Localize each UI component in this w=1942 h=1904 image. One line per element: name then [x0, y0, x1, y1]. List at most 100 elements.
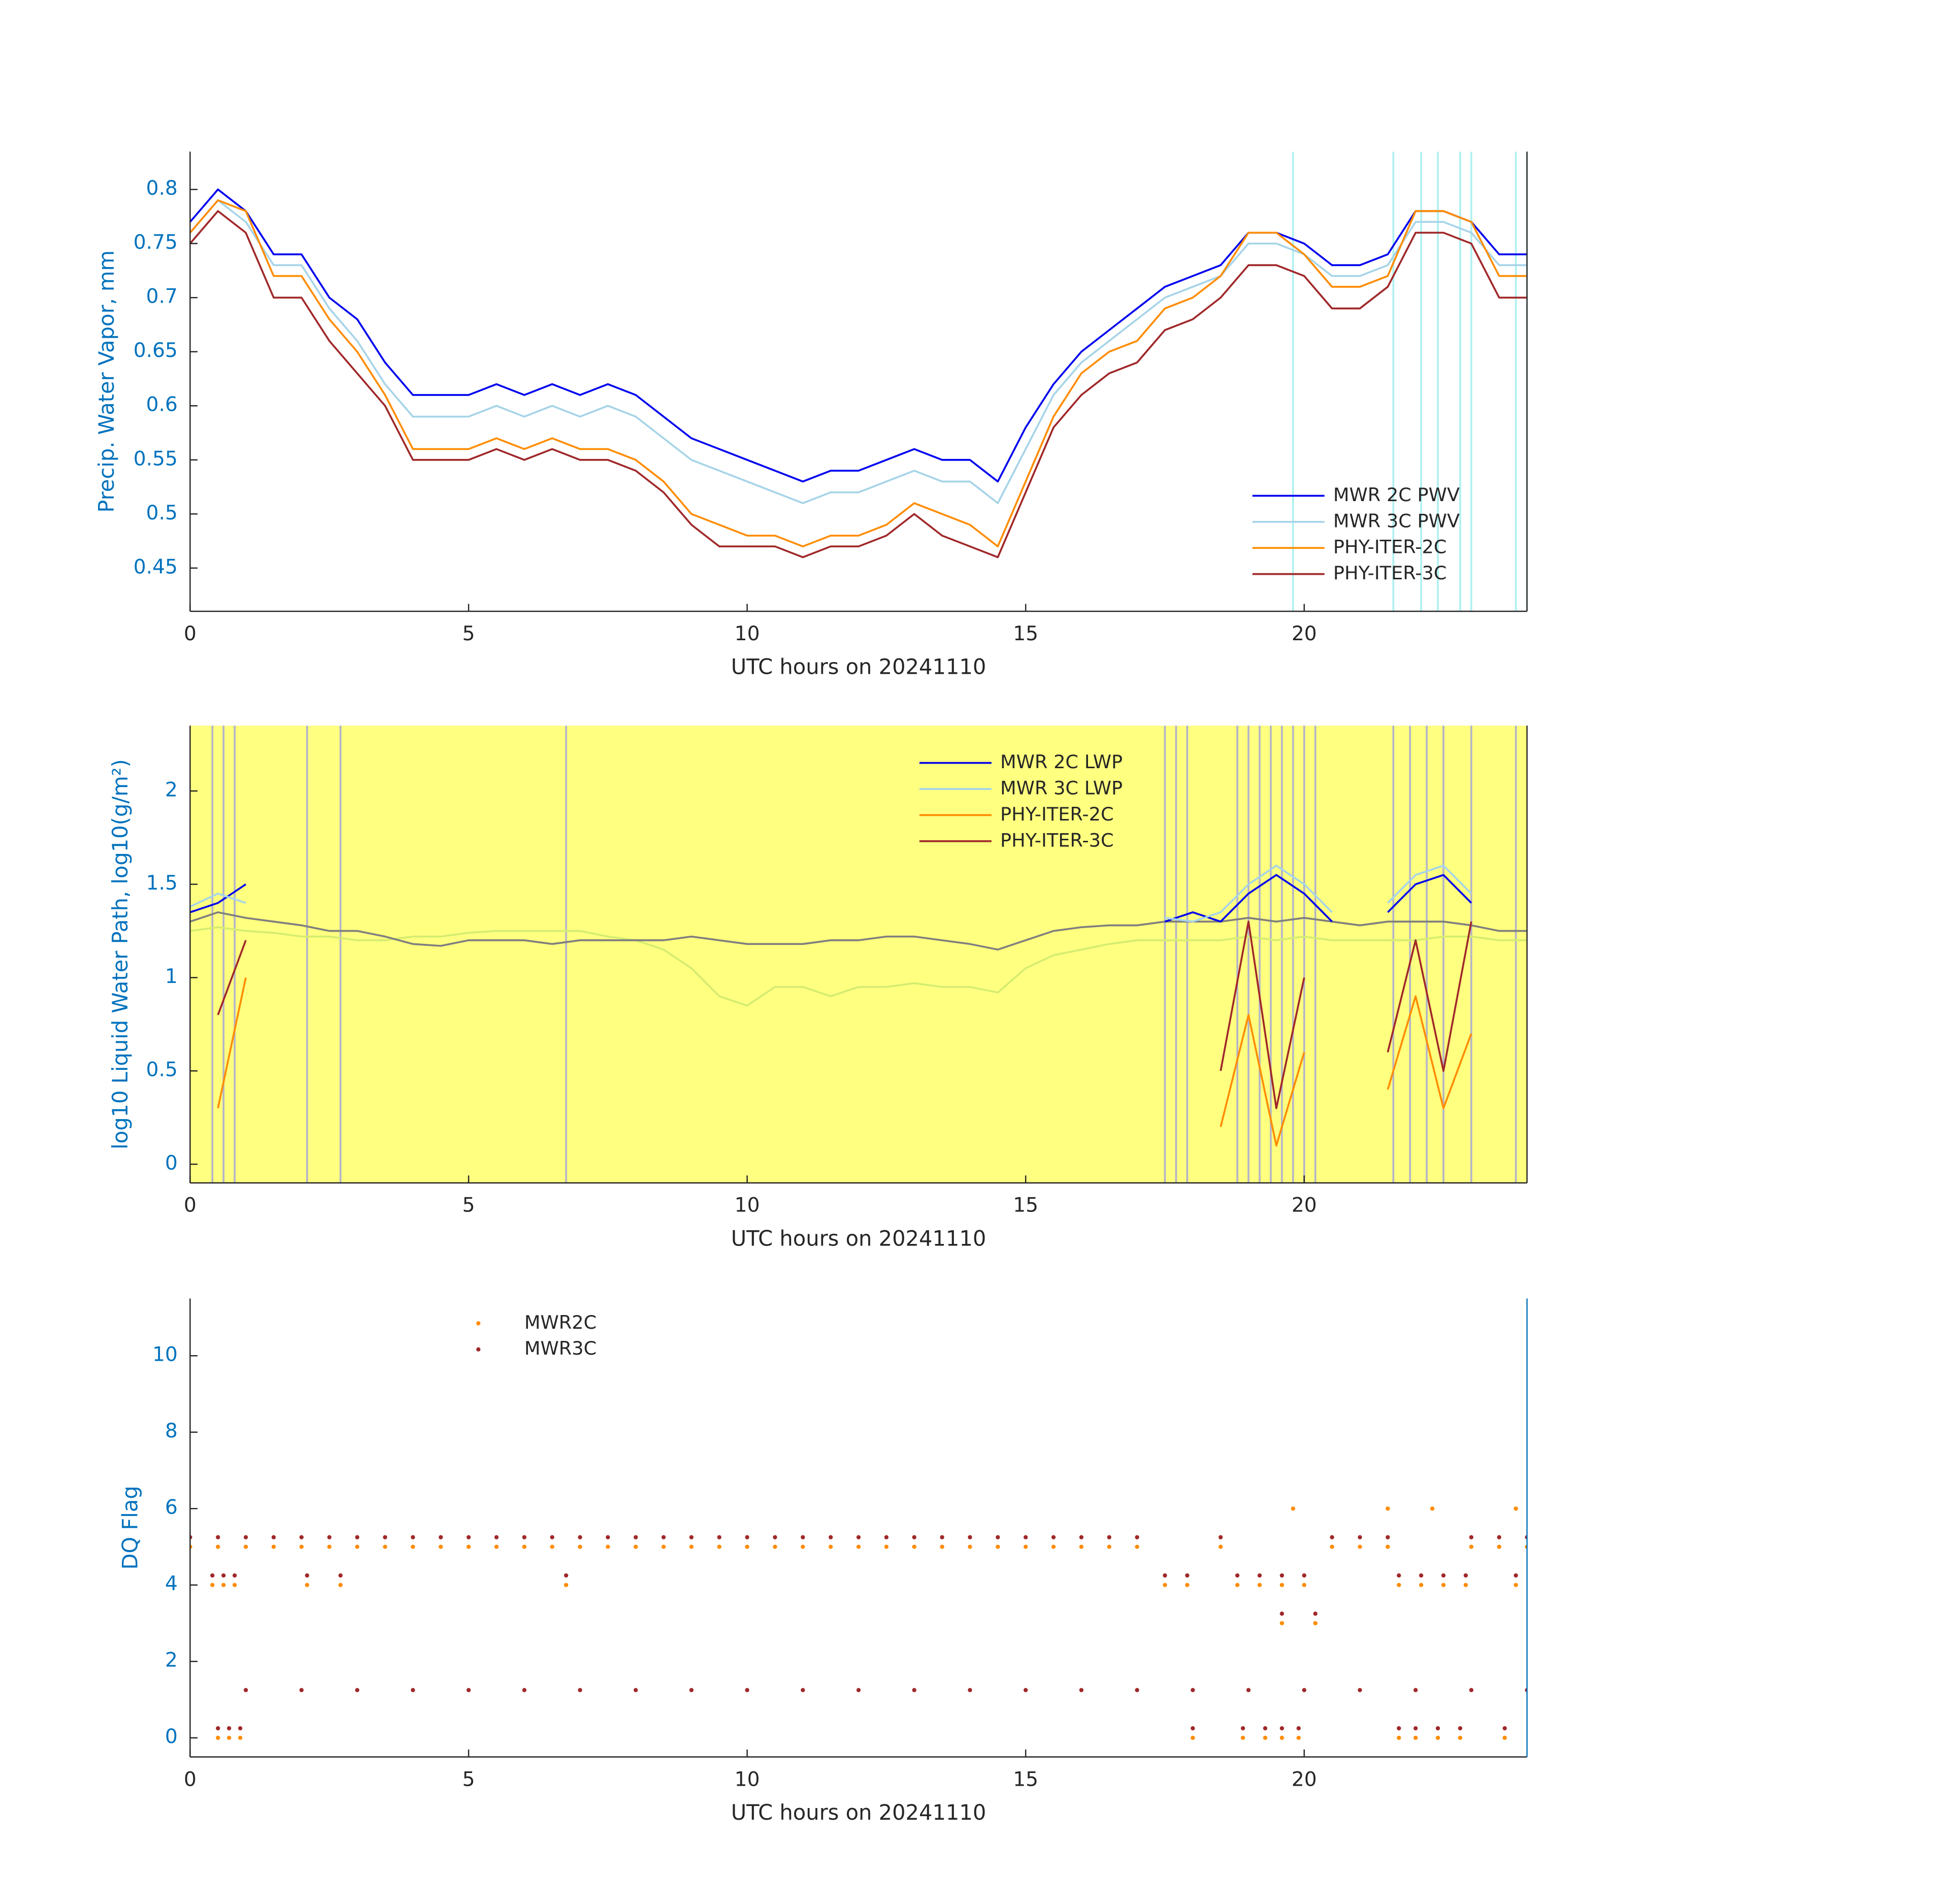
- point: [243, 1545, 248, 1549]
- y-tick-label: 0.75: [134, 231, 178, 254]
- point: [1079, 1535, 1084, 1539]
- x-axis-label: UTC hours on 20241110: [731, 654, 986, 679]
- point: [1279, 1726, 1285, 1731]
- y-tick-label: 0.45: [134, 555, 178, 578]
- line: [217, 977, 1472, 1147]
- point: [578, 1535, 582, 1539]
- point: [606, 1535, 610, 1539]
- point: [912, 1545, 916, 1549]
- point: [1163, 1583, 1167, 1587]
- plot-area: [190, 726, 1527, 1183]
- point: [522, 1545, 526, 1549]
- y-axis-label: DQ Flag: [117, 1486, 142, 1569]
- point: [856, 1545, 861, 1549]
- point: [299, 1545, 304, 1549]
- point: [305, 1583, 309, 1587]
- legend-label: MWR 3C PWV: [1333, 510, 1460, 532]
- point: [1358, 1545, 1362, 1549]
- x-tick-label: 15: [1013, 622, 1038, 645]
- point: [661, 1535, 666, 1539]
- point: [1513, 1506, 1518, 1511]
- point: [383, 1545, 387, 1549]
- point: [210, 1573, 215, 1578]
- point: [633, 1688, 638, 1692]
- point: [884, 1545, 889, 1549]
- point: [1313, 1612, 1318, 1616]
- legend-marker: [476, 1347, 481, 1352]
- point: [1024, 1688, 1028, 1692]
- point: [1313, 1621, 1318, 1626]
- point: [1296, 1726, 1301, 1731]
- y-tick-label: 0: [165, 1152, 178, 1174]
- point: [1191, 1726, 1195, 1731]
- point: [522, 1535, 526, 1539]
- point: [1191, 1735, 1195, 1740]
- point: [1263, 1726, 1268, 1731]
- point: [1463, 1583, 1468, 1587]
- point: [745, 1535, 749, 1539]
- point: [221, 1583, 226, 1587]
- point: [1185, 1573, 1190, 1578]
- point: [1419, 1573, 1424, 1578]
- x-tick-label: 10: [735, 1194, 760, 1217]
- plot-area: [190, 151, 1527, 612]
- chart-panel: 0 2 4 6 8 10 0 5 10 15 20 UTC hours on 20241110 DQ F…: [117, 1298, 1528, 1825]
- x-tick-label: 5: [463, 622, 475, 645]
- point: [466, 1545, 471, 1549]
- point: [1291, 1506, 1295, 1511]
- legend-label: PHY-ITER-3C: [1333, 562, 1447, 584]
- y-tick-label: 0.7: [146, 285, 178, 308]
- point: [522, 1688, 526, 1692]
- point: [1441, 1583, 1446, 1587]
- legend-label: MWR 2C LWP: [1000, 751, 1123, 773]
- x-tick-label: 0: [184, 1194, 196, 1217]
- point: [210, 1583, 215, 1587]
- point: [829, 1545, 833, 1549]
- point: [327, 1545, 332, 1549]
- chart-panel: 0.45 0.5 0.55 0.6 0.65 0.7 0.75 0.8 0 5 10 15 20 UTC …: [94, 151, 1528, 679]
- point: [438, 1535, 443, 1539]
- point: [1413, 1735, 1418, 1740]
- y-tick-label: 8: [165, 1420, 178, 1442]
- x-tick-label: 5: [463, 1194, 475, 1217]
- point: [299, 1535, 304, 1539]
- y-tick-label: 0.65: [134, 339, 178, 362]
- point: [355, 1535, 359, 1539]
- point: [1397, 1573, 1401, 1578]
- x-tick-label: 15: [1013, 1194, 1038, 1217]
- point: [564, 1573, 569, 1578]
- point: [1279, 1612, 1285, 1616]
- point: [1257, 1573, 1262, 1578]
- point: [1302, 1573, 1306, 1578]
- point: [383, 1535, 387, 1539]
- y-tick-label: 0.55: [134, 447, 178, 470]
- legend: MWR 2C PWV MWR 3C PWV PHY-ITER-2C PHY-ITER-…: [1252, 484, 1460, 584]
- point: [221, 1573, 226, 1578]
- point: [1246, 1688, 1251, 1692]
- point: [1413, 1726, 1418, 1731]
- point: [801, 1545, 805, 1549]
- point: [717, 1535, 721, 1539]
- point: [1219, 1535, 1223, 1539]
- x-axis-label: UTC hours on 20241110: [731, 1226, 986, 1251]
- point: [1419, 1583, 1424, 1587]
- point: [912, 1535, 916, 1539]
- point: [1279, 1621, 1285, 1626]
- point: [968, 1688, 972, 1692]
- point: [1240, 1726, 1245, 1731]
- line: [190, 865, 1472, 923]
- point: [1502, 1726, 1507, 1731]
- line: [190, 188, 1527, 483]
- point: [494, 1545, 499, 1549]
- x-tick-label: 20: [1292, 1194, 1317, 1217]
- point: [243, 1688, 248, 1692]
- legend-marker: [476, 1321, 481, 1326]
- point: [1463, 1573, 1468, 1578]
- point: [299, 1688, 304, 1692]
- point: [1330, 1545, 1334, 1549]
- point: [606, 1545, 610, 1549]
- point: [271, 1545, 276, 1549]
- point: [829, 1535, 833, 1539]
